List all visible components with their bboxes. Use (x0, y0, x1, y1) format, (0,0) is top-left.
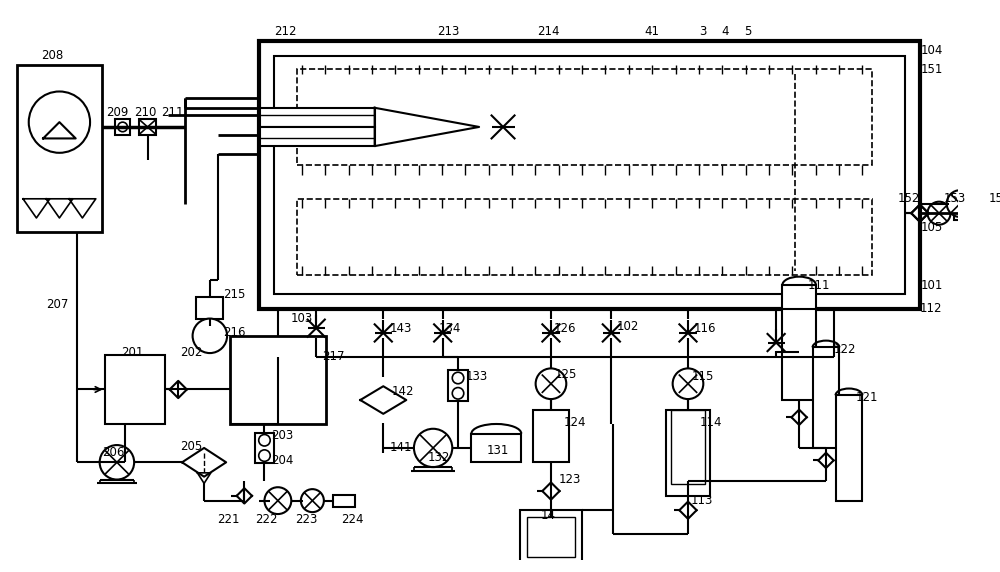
Text: 142: 142 (391, 385, 414, 398)
Bar (533, 410, 569, 462)
Circle shape (928, 202, 951, 225)
Text: 121: 121 (856, 391, 878, 404)
Text: 105: 105 (920, 221, 942, 234)
Text: 132: 132 (428, 451, 450, 464)
Text: 221: 221 (217, 513, 239, 526)
Text: 123: 123 (559, 473, 581, 486)
Text: 154: 154 (988, 192, 1000, 205)
Text: 205: 205 (181, 439, 203, 452)
Bar (196, 297, 223, 319)
Text: 3: 3 (699, 25, 706, 38)
Circle shape (536, 368, 566, 399)
Text: 113: 113 (690, 494, 713, 507)
Text: 215: 215 (224, 288, 246, 301)
Bar (985, 197, 1000, 210)
Text: 134: 134 (439, 321, 462, 335)
Text: 202: 202 (180, 345, 203, 359)
Text: 143: 143 (389, 321, 412, 335)
Bar (105, 355, 165, 424)
Bar (115, 120, 130, 134)
Text: 116: 116 (694, 321, 716, 335)
Text: 5: 5 (744, 25, 751, 38)
Text: 131: 131 (487, 444, 509, 457)
Text: 101: 101 (920, 279, 943, 292)
Text: 152: 152 (897, 192, 920, 205)
Text: 201: 201 (121, 345, 143, 359)
Circle shape (947, 190, 974, 217)
Text: 111: 111 (808, 279, 831, 292)
Bar (527, 517, 575, 557)
Text: 204: 204 (271, 454, 294, 467)
Text: 210: 210 (134, 106, 157, 119)
Text: 112: 112 (920, 303, 943, 316)
Text: 206: 206 (102, 446, 124, 459)
Circle shape (673, 368, 703, 399)
Text: 151: 151 (920, 63, 943, 76)
Bar (954, 208, 972, 220)
Circle shape (100, 445, 134, 479)
Bar (471, 434, 521, 462)
Circle shape (259, 435, 270, 446)
Text: 203: 203 (272, 429, 294, 442)
Text: 14: 14 (541, 509, 556, 522)
Bar (671, 410, 705, 484)
Bar (230, 336, 326, 424)
Text: 41: 41 (644, 25, 659, 38)
Text: 126: 126 (554, 321, 577, 335)
Circle shape (193, 319, 227, 353)
Text: 209: 209 (106, 106, 128, 119)
Text: 223: 223 (295, 513, 318, 526)
Text: 103: 103 (291, 312, 313, 325)
Bar (260, 108, 375, 127)
Bar (255, 432, 274, 463)
Circle shape (259, 450, 270, 462)
Bar (836, 395, 862, 500)
Bar (17, 65, 102, 232)
Circle shape (29, 92, 90, 153)
Bar (297, 69, 872, 165)
Text: 222: 222 (255, 513, 278, 526)
Text: 214: 214 (537, 25, 559, 38)
Circle shape (452, 372, 464, 384)
Bar (333, 495, 355, 507)
Text: 207: 207 (46, 297, 69, 311)
Circle shape (301, 489, 324, 512)
Text: 104: 104 (920, 44, 943, 57)
Text: 153: 153 (943, 192, 965, 205)
Circle shape (414, 429, 452, 467)
Bar (666, 410, 710, 496)
Bar (259, 41, 920, 309)
Bar (297, 199, 872, 276)
Text: 4: 4 (722, 25, 729, 38)
Bar (274, 56, 905, 293)
Text: 217: 217 (322, 351, 345, 363)
Bar (139, 120, 156, 134)
Text: 102: 102 (616, 320, 639, 333)
Bar (813, 347, 839, 448)
Circle shape (264, 487, 291, 514)
Bar (260, 127, 375, 146)
Text: 124: 124 (564, 416, 586, 428)
Circle shape (452, 388, 464, 399)
Text: 133: 133 (466, 370, 488, 383)
Bar (520, 510, 582, 563)
Text: 115: 115 (692, 370, 715, 383)
Text: 114: 114 (700, 416, 722, 428)
Text: 213: 213 (437, 25, 460, 38)
Text: 141: 141 (389, 442, 412, 454)
Text: 224: 224 (341, 513, 364, 526)
Bar (448, 370, 468, 401)
Text: 125: 125 (555, 368, 577, 380)
Text: 212: 212 (274, 25, 297, 38)
Text: 211: 211 (161, 106, 184, 119)
Text: 208: 208 (42, 49, 64, 62)
Bar (782, 285, 816, 400)
Text: 216: 216 (224, 327, 246, 339)
Text: 122: 122 (834, 343, 856, 356)
Circle shape (118, 122, 127, 132)
